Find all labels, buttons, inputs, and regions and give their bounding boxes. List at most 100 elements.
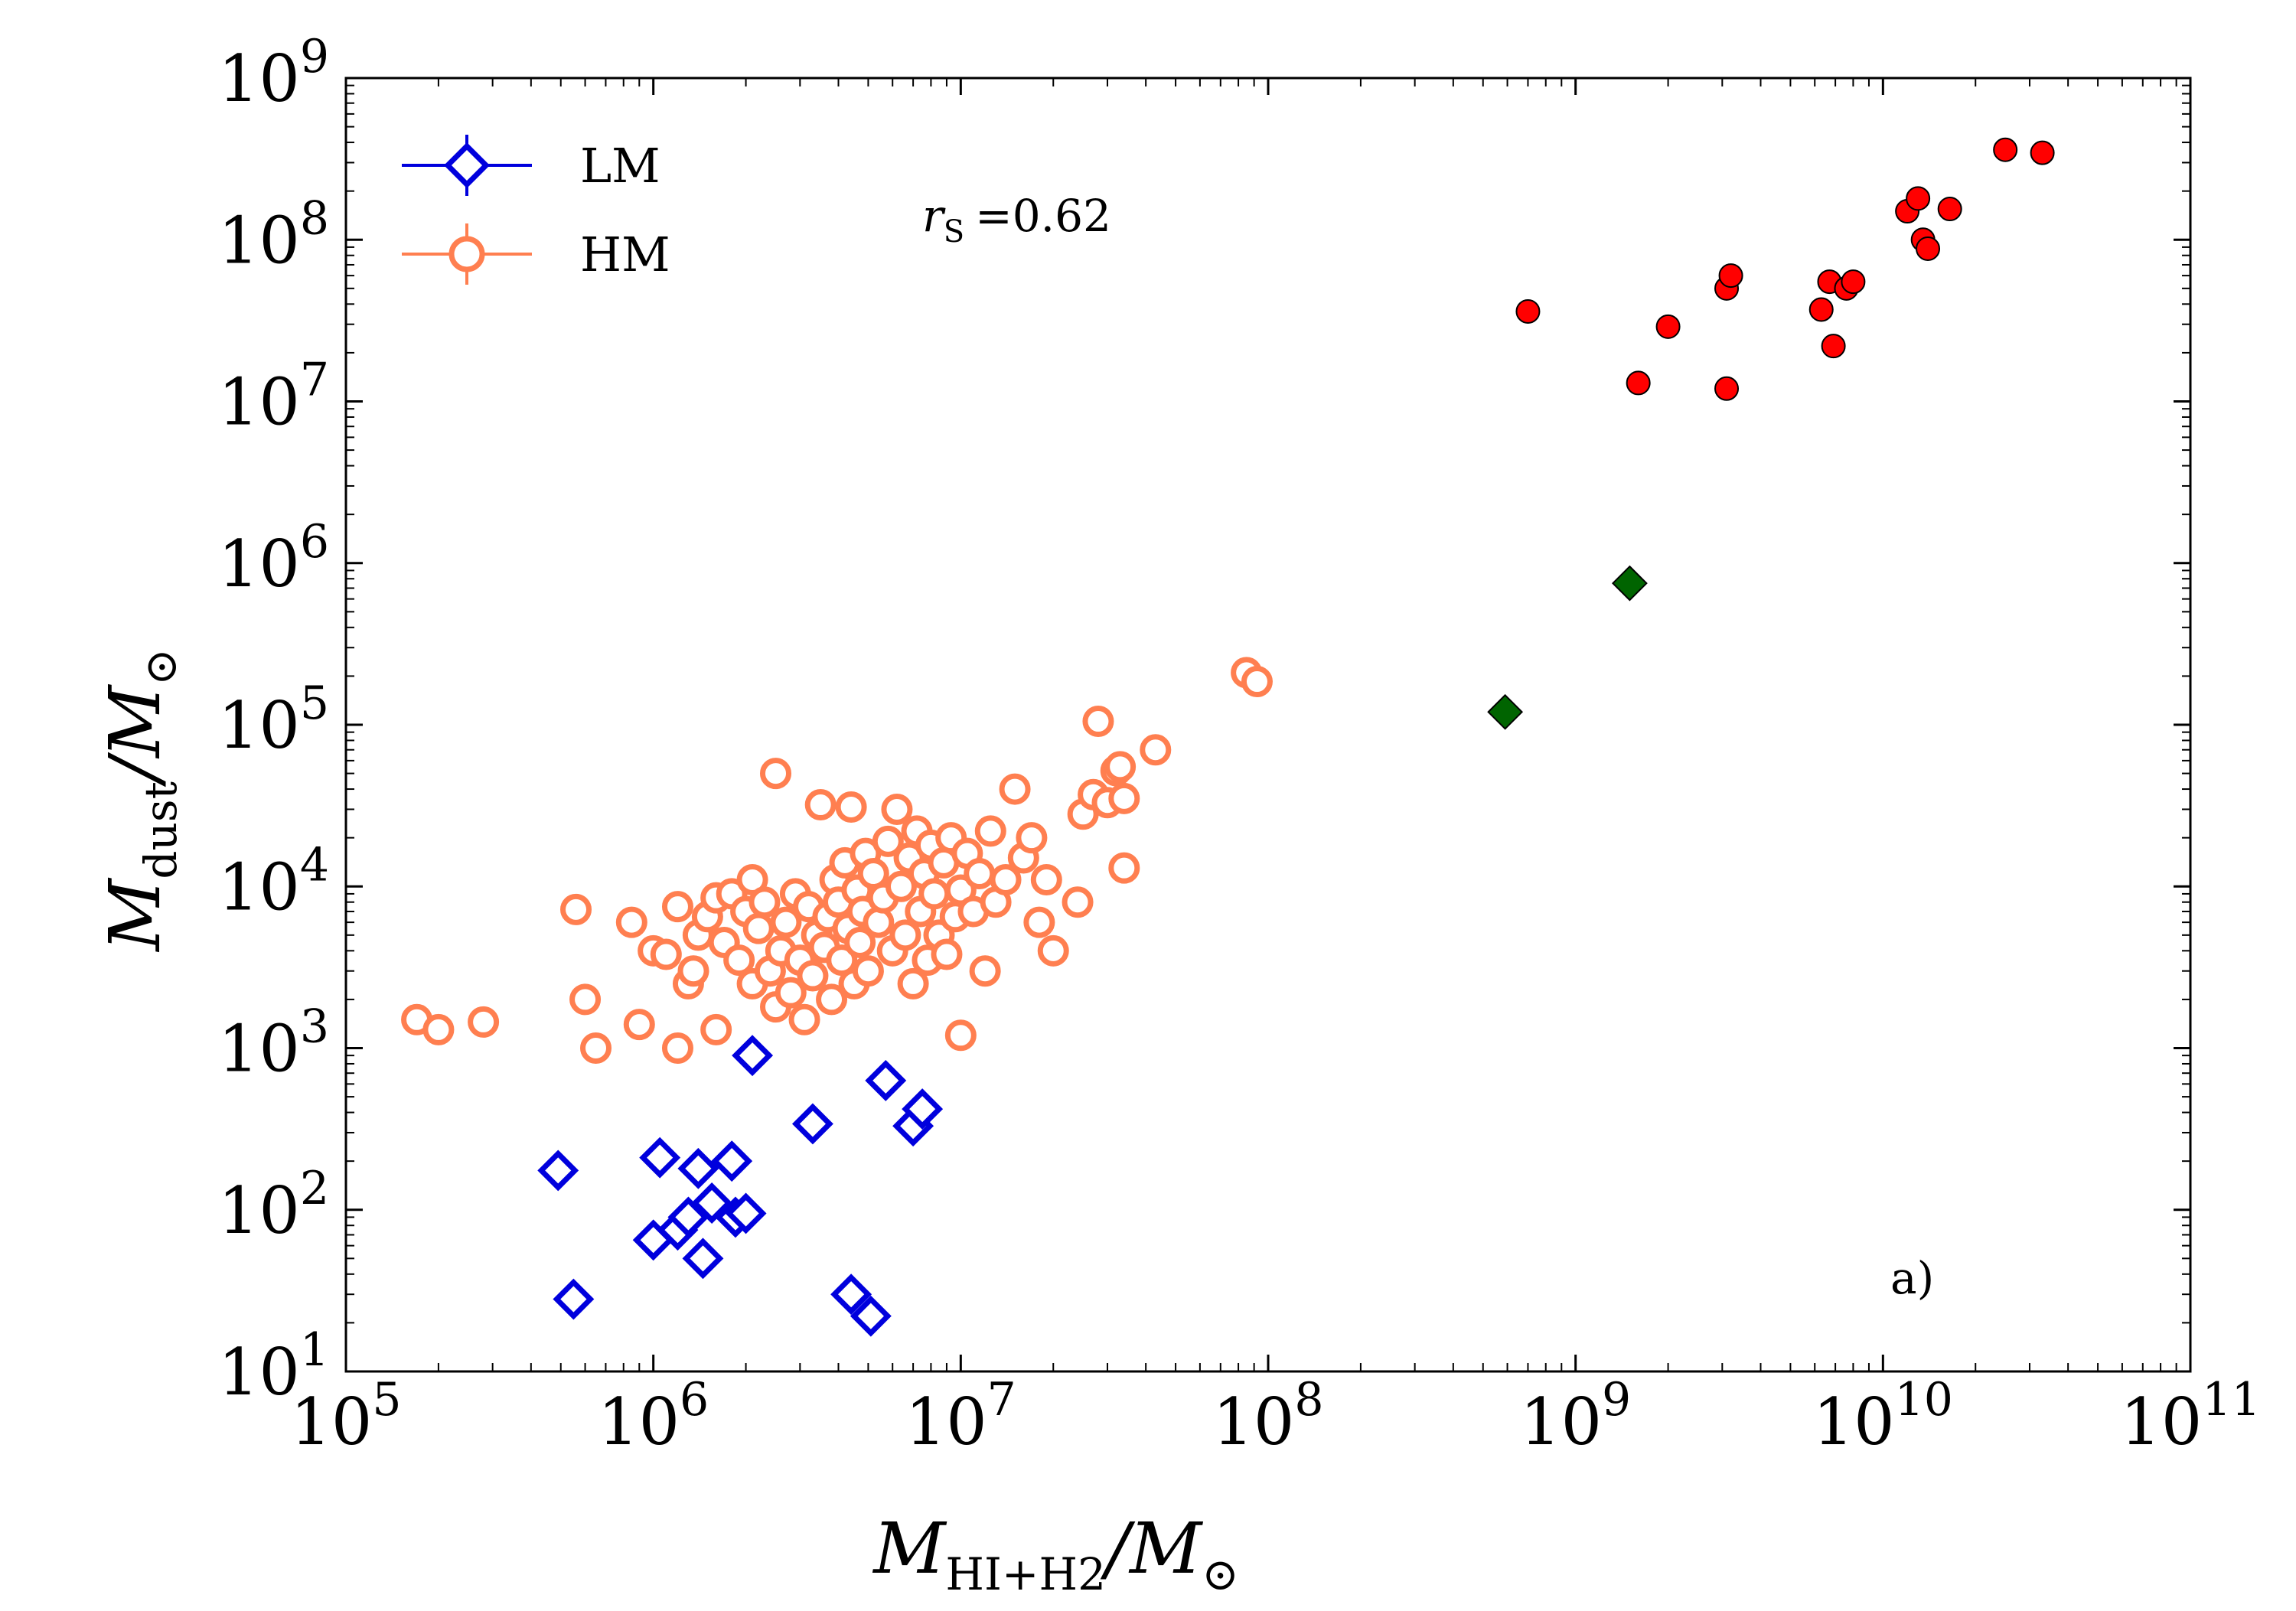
hm-point bbox=[1030, 864, 1062, 896]
hm-point bbox=[623, 1009, 655, 1041]
red-point bbox=[1714, 376, 1740, 401]
x-tick-label: 1010 bbox=[1813, 1373, 1953, 1459]
x-tick-exponent: 7 bbox=[987, 1373, 1016, 1427]
y-tick-exponent: 7 bbox=[300, 354, 329, 407]
y-tick-base: 10 bbox=[218, 41, 300, 116]
legend-entry-hm: HM bbox=[402, 223, 670, 285]
x-tick-label: 109 bbox=[1520, 1373, 1631, 1459]
lm-point bbox=[691, 1182, 733, 1224]
y-tick-exponent: 8 bbox=[300, 191, 329, 245]
hm-point bbox=[1037, 934, 1069, 967]
hm-point bbox=[826, 944, 858, 977]
x-tick-base: 10 bbox=[1212, 1384, 1294, 1459]
green-point bbox=[1611, 565, 1648, 602]
x-tick-base: 10 bbox=[1520, 1384, 1602, 1459]
y-tick-base: 10 bbox=[218, 850, 300, 925]
x-tick-base: 10 bbox=[1813, 1384, 1895, 1459]
y-tick-label: 106 bbox=[218, 515, 329, 602]
y-tick-exponent: 9 bbox=[300, 30, 329, 83]
y-tick-label: 109 bbox=[218, 30, 329, 116]
y-tick-base: 10 bbox=[218, 1335, 300, 1410]
lm-point bbox=[537, 1150, 579, 1192]
hm-point bbox=[422, 1013, 455, 1045]
lm-point bbox=[902, 1088, 944, 1130]
hm-point bbox=[661, 891, 693, 923]
red-point bbox=[1916, 236, 1941, 261]
hm-point bbox=[775, 977, 807, 1009]
y-tick-exponent: 5 bbox=[300, 677, 329, 730]
hm-point bbox=[885, 870, 917, 902]
hm-point bbox=[650, 938, 682, 970]
x-title-main: M bbox=[872, 1508, 947, 1590]
hm-point bbox=[964, 858, 996, 890]
y-tick-exponent: 2 bbox=[300, 1162, 329, 1215]
legend-lm-marker bbox=[444, 142, 490, 188]
hm-point bbox=[974, 815, 1006, 847]
lm-point bbox=[865, 1059, 907, 1101]
hm-point bbox=[804, 789, 837, 821]
lm-point bbox=[682, 1238, 724, 1280]
red-point bbox=[1626, 370, 1651, 396]
hm-point bbox=[723, 944, 755, 977]
hm-point bbox=[797, 960, 829, 992]
x-title-sub: HI+H2 bbox=[945, 1548, 1106, 1600]
lm-point bbox=[553, 1278, 595, 1320]
red-point bbox=[1655, 314, 1681, 339]
x-tick-exponent: 10 bbox=[1895, 1373, 1953, 1427]
hm-point bbox=[700, 1013, 732, 1045]
hm-point bbox=[569, 983, 602, 1016]
red-point bbox=[2030, 140, 2055, 165]
hm-point bbox=[931, 938, 963, 970]
x-tick-label: 108 bbox=[1212, 1373, 1323, 1459]
x-tick-base: 10 bbox=[905, 1384, 987, 1459]
hm-point bbox=[748, 886, 781, 918]
series-green bbox=[1487, 565, 1648, 730]
hm-point bbox=[835, 791, 867, 823]
red-point bbox=[1808, 297, 1834, 322]
hm-point bbox=[677, 955, 709, 987]
hm-point bbox=[1108, 852, 1140, 884]
hm-point bbox=[770, 906, 802, 938]
legend: LM HM bbox=[402, 135, 670, 285]
hm-point bbox=[990, 864, 1022, 896]
x-tick-base: 10 bbox=[290, 1384, 372, 1459]
hm-point bbox=[816, 983, 848, 1016]
lm-point bbox=[667, 1196, 709, 1238]
x-tick-exponent: 5 bbox=[372, 1373, 401, 1427]
hm-point bbox=[918, 878, 951, 910]
hm-point bbox=[999, 773, 1031, 805]
y-tick-base: 10 bbox=[218, 688, 300, 763]
x-axis-title: MHI+H2/M⊙ bbox=[872, 1508, 1239, 1600]
x-tick-exponent: 6 bbox=[680, 1373, 709, 1427]
lm-point bbox=[791, 1103, 833, 1145]
hm-point bbox=[1082, 706, 1114, 738]
x-tick-label: 107 bbox=[905, 1373, 1016, 1459]
series-hm bbox=[401, 657, 1273, 1064]
x-title-tail: /M bbox=[1100, 1508, 1204, 1590]
y-tick-label: 108 bbox=[218, 191, 329, 278]
hm-point bbox=[969, 955, 1001, 987]
red-point bbox=[1515, 298, 1541, 324]
hm-point bbox=[1104, 751, 1137, 783]
rs-value: =0.62 bbox=[975, 190, 1111, 242]
y-tick-exponent: 3 bbox=[300, 1000, 329, 1054]
x-tick-label: 105 bbox=[290, 1373, 401, 1459]
y-tick-base: 10 bbox=[218, 365, 300, 440]
y-tick-label: 104 bbox=[218, 838, 329, 925]
ticks-layer: 105 106 107 108 109 1010 101110110210310410510… bbox=[218, 30, 2261, 1459]
y-title-main: M bbox=[94, 877, 176, 953]
legend-hm-marker bbox=[448, 236, 485, 272]
hm-point bbox=[1062, 886, 1094, 918]
plot-frame bbox=[344, 77, 2192, 1373]
legend-entry-lm: LM bbox=[402, 135, 660, 196]
legend-lm-label: LM bbox=[580, 138, 660, 194]
hm-point bbox=[788, 1003, 820, 1035]
lm-point bbox=[639, 1137, 681, 1179]
hm-point bbox=[1108, 782, 1140, 814]
hm-point bbox=[468, 1006, 500, 1038]
x-tick-base: 10 bbox=[598, 1384, 680, 1459]
x-tick-exponent: 8 bbox=[1294, 1373, 1323, 1427]
hm-point bbox=[615, 906, 647, 938]
lm-point bbox=[732, 1035, 774, 1077]
